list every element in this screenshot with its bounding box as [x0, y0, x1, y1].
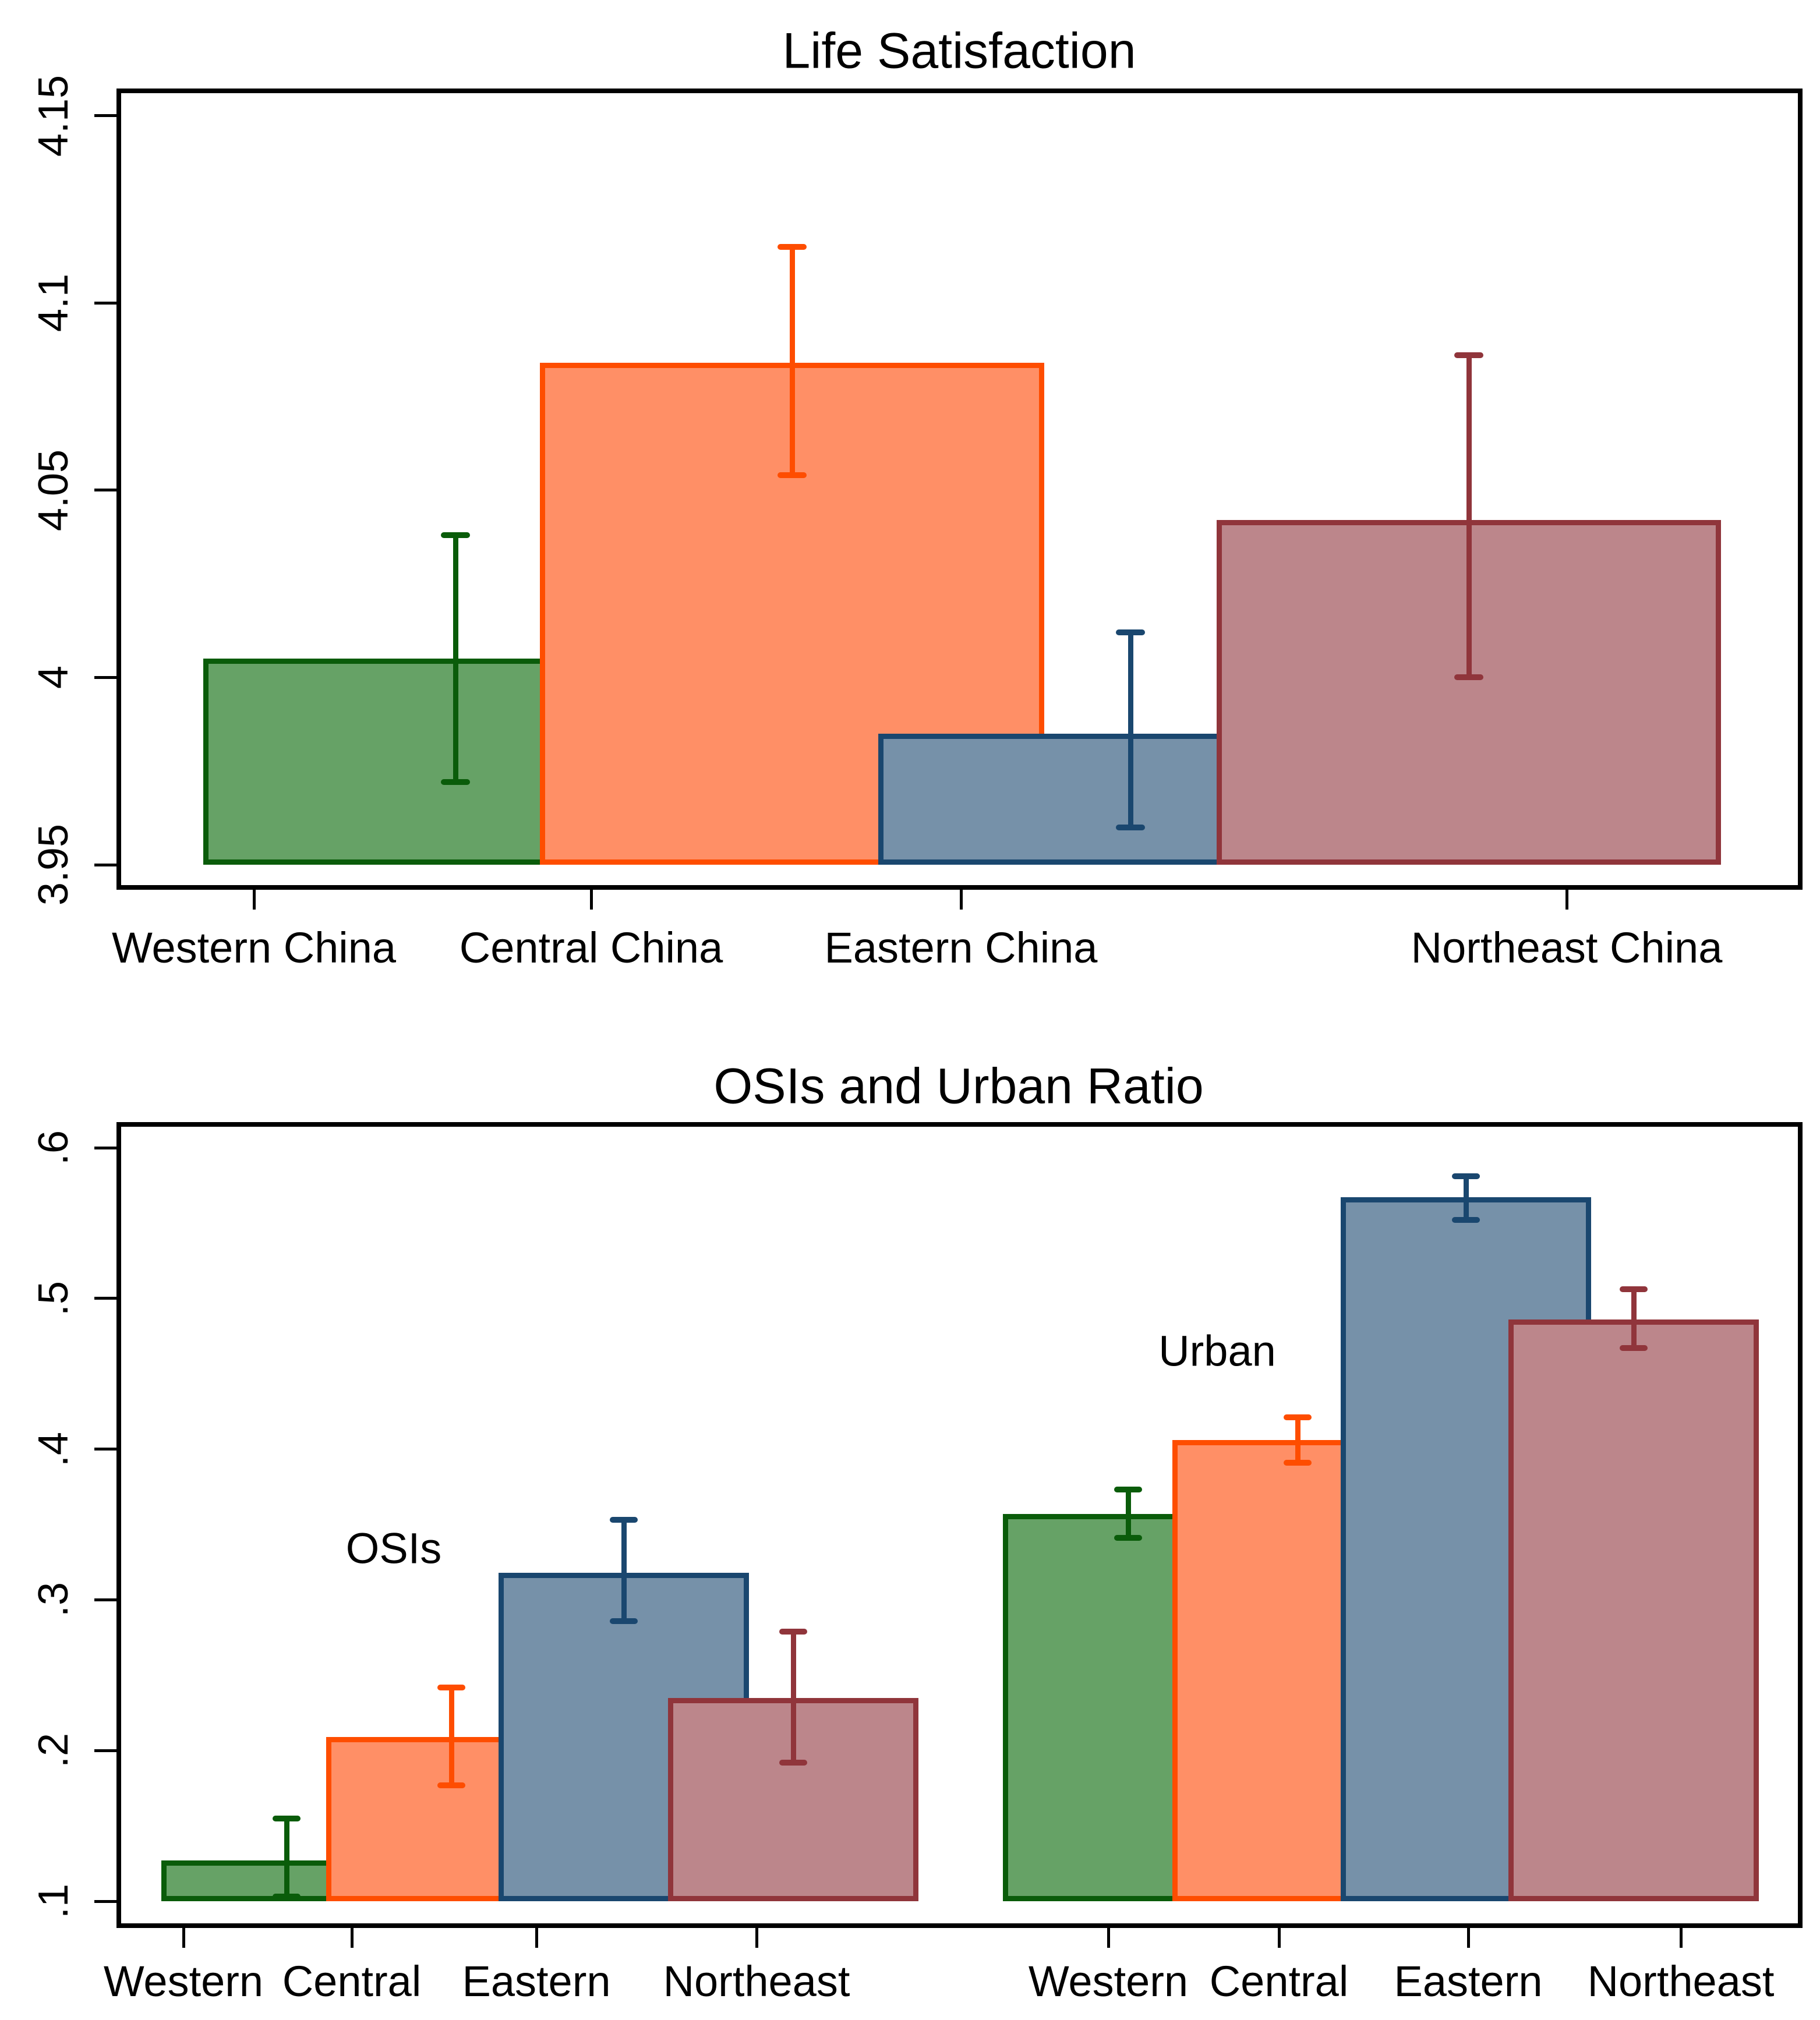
error-bar-life-satisfaction-eastern-china-cap-high: [1116, 629, 1145, 635]
osis-urban-y-tick--4: [94, 1448, 116, 1451]
error-bar-osis-urban-osis-eastern-cap-low: [610, 1618, 638, 1624]
osis-urban-y-tick-label--1: .1: [30, 1883, 77, 1919]
osis-urban-y-tick-label--6: .6: [30, 1130, 77, 1166]
error-bar-osis-urban-osis-central-cap-high: [437, 1685, 465, 1690]
osis-urban-y-tick--6: [94, 1147, 116, 1149]
osis-urban-y-tick--5: [94, 1297, 116, 1300]
error-bar-osis-urban-osis-northeast-cap-high: [779, 1629, 807, 1635]
osis-urban-y-tick--2: [94, 1749, 116, 1752]
annotation-osis: OSIs: [345, 1524, 442, 1573]
life-satisfaction-x-tick-label-northeast-china-3: Northeast China: [1411, 924, 1723, 972]
life-satisfaction-x-tick-western-china-0: [253, 890, 256, 910]
error-bar-osis-urban-urban-central-cap-low: [1284, 1460, 1312, 1466]
life-satisfaction-plot-box: [116, 89, 1803, 890]
osis-urban-x-tick-label-western-4: Western: [1028, 1957, 1189, 2005]
osis-urban-x-tick-label-northeast-7: Northeast: [1587, 1957, 1775, 2005]
life-satisfaction-x-tick-eastern-china-2: [960, 890, 963, 910]
error-bar-osis-urban-urban-central-line: [1295, 1417, 1300, 1463]
error-bar-osis-urban-osis-central-cap-low: [437, 1782, 465, 1788]
annotation-urban: Urban: [1158, 1326, 1276, 1375]
life-satisfaction-y-tick-4-05: [94, 489, 116, 491]
osis-urban-y-tick--1: [94, 1900, 116, 1903]
error-bar-osis-urban-osis-eastern-cap-high: [610, 1517, 638, 1523]
error-bar-osis-urban-osis-northeast-line: [791, 1632, 796, 1763]
osis-urban-y-tick-label--4: .4: [30, 1431, 77, 1467]
osis-urban-y-tick-label--2: .2: [30, 1732, 77, 1768]
error-bar-osis-urban-urban-eastern-cap-low: [1452, 1217, 1480, 1223]
error-bar-life-satisfaction-eastern-china-line: [1128, 632, 1133, 827]
error-bar-life-satisfaction-northeast-china-cap-low: [1454, 674, 1483, 680]
error-bar-osis-urban-urban-northeast-cap-low: [1620, 1345, 1648, 1351]
osis-urban-x-tick-label-northeast-3: Northeast: [663, 1957, 850, 2005]
life-satisfaction-y-tick-label-4: 4: [30, 665, 77, 689]
error-bar-osis-urban-osis-western-cap-low: [273, 1894, 301, 1899]
life-satisfaction-y-tick-label-3-95: 3.95: [30, 823, 77, 906]
life-satisfaction-title: Life Satisfaction: [782, 23, 1136, 79]
error-bar-life-satisfaction-central-china-line: [790, 247, 795, 475]
life-satisfaction-y-tick-4-1: [94, 302, 116, 305]
error-bar-life-satisfaction-central-china-cap-low: [778, 472, 807, 478]
bar-osis-urban-urban-northeast: [1508, 1319, 1759, 1901]
error-bar-osis-urban-osis-western-cap-high: [273, 1816, 301, 1821]
osis-urban-x-tick-label-eastern-6: Eastern: [1394, 1957, 1543, 2005]
error-bar-life-satisfaction-eastern-china-cap-low: [1116, 825, 1145, 830]
osis-urban-y-tick--3: [94, 1598, 116, 1601]
osis-urban-plot-box: [116, 1122, 1803, 1928]
error-bar-osis-urban-osis-northeast-cap-low: [779, 1760, 807, 1766]
life-satisfaction-y-tick-4-15: [94, 114, 116, 117]
osis-urban-x-tick-label-western-0: Western: [103, 1957, 264, 2005]
osis-urban-x-tick-label-central-1: Central: [282, 1957, 422, 2005]
error-bar-life-satisfaction-northeast-china-line: [1466, 355, 1472, 677]
osis-urban-x-tick-label-central-5: Central: [1209, 1957, 1349, 2005]
osis-urban-x-tick-central-1: [351, 1928, 354, 1948]
error-bar-life-satisfaction-western-china-line: [453, 535, 458, 783]
error-bar-osis-urban-urban-central-cap-high: [1284, 1414, 1312, 1420]
life-satisfaction-y-tick-label-4-15: 4.15: [30, 75, 77, 157]
osis-urban-x-tick-eastern-2: [535, 1928, 538, 1948]
life-satisfaction-x-tick-label-western-china-0: Western China: [111, 924, 397, 972]
osis-urban-x-tick-northeast-3: [755, 1928, 758, 1948]
life-satisfaction-y-tick-4: [94, 676, 116, 679]
life-satisfaction-y-tick-3-95: [94, 864, 116, 866]
error-bar-osis-urban-urban-western-cap-high: [1114, 1487, 1142, 1492]
life-satisfaction-y-tick-label-4-05: 4.05: [30, 449, 77, 532]
error-bar-osis-urban-urban-western-cap-low: [1114, 1535, 1142, 1541]
error-bar-osis-urban-urban-eastern-line: [1464, 1176, 1469, 1220]
osis-urban-y-tick-label--3: .3: [30, 1582, 77, 1618]
osis-urban-x-tick-western-0: [182, 1928, 185, 1948]
error-bar-osis-urban-osis-central-line: [449, 1688, 454, 1785]
osis-urban-x-tick-central-5: [1278, 1928, 1281, 1948]
osis-urban-ratio-title: OSIs and Urban Ratio: [713, 1058, 1204, 1115]
life-satisfaction-x-tick-label-eastern-china-2: Eastern China: [824, 924, 1098, 972]
error-bar-osis-urban-urban-northeast-line: [1631, 1289, 1637, 1348]
error-bar-life-satisfaction-northeast-china-cap-high: [1454, 352, 1483, 358]
error-bar-osis-urban-urban-western-line: [1126, 1490, 1131, 1538]
osis-urban-y-tick-label--5: .5: [30, 1280, 77, 1317]
osis-urban-x-tick-eastern-6: [1467, 1928, 1470, 1948]
error-bar-osis-urban-urban-eastern-cap-high: [1452, 1173, 1480, 1179]
osis-urban-x-tick-western-4: [1107, 1928, 1110, 1948]
error-bar-life-satisfaction-western-china-cap-low: [441, 779, 470, 785]
error-bar-life-satisfaction-western-china-cap-high: [441, 532, 470, 538]
error-bar-osis-urban-osis-western-line: [284, 1819, 289, 1897]
life-satisfaction-y-tick-label-4-1: 4.1: [30, 273, 77, 332]
error-bar-osis-urban-urban-northeast-cap-high: [1620, 1286, 1648, 1292]
life-satisfaction-x-tick-central-china-1: [590, 890, 593, 910]
life-satisfaction-x-tick-label-central-china-1: Central China: [459, 924, 723, 972]
osis-urban-x-tick-label-eastern-2: Eastern: [462, 1957, 611, 2005]
error-bar-life-satisfaction-central-china-cap-high: [778, 244, 807, 250]
osis-urban-x-tick-northeast-7: [1680, 1928, 1683, 1948]
life-satisfaction-x-tick-northeast-china-3: [1565, 890, 1568, 910]
error-bar-osis-urban-osis-eastern-line: [621, 1520, 627, 1621]
